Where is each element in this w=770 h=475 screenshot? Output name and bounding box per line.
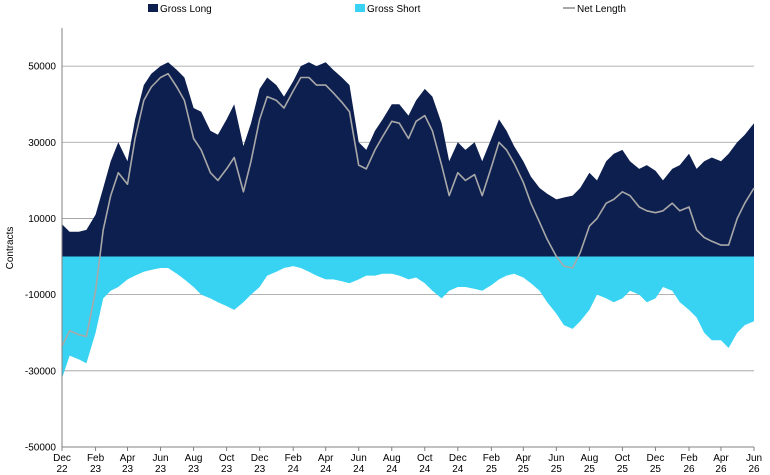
y-tick-label: -50000 bbox=[25, 443, 57, 454]
x-tick-label-month: Oct bbox=[615, 453, 631, 464]
series-line-net-length bbox=[61, 72, 755, 347]
y-tick-label: 10000 bbox=[28, 214, 56, 225]
x-tick-label-year: 23 bbox=[90, 464, 102, 475]
x-tick-label-year: 24 bbox=[452, 464, 464, 475]
x-tick-label-year: 26 bbox=[748, 464, 760, 475]
x-tick-label-year: 23 bbox=[155, 464, 167, 475]
x-tick-label-year: 22 bbox=[56, 464, 68, 475]
x-tick-label-year: 23 bbox=[254, 464, 266, 475]
legend-label-gross-short: Gross Short bbox=[367, 4, 421, 15]
x-tick-label-month: Jun bbox=[351, 453, 367, 464]
x-tick-label-month: Dec bbox=[251, 453, 269, 464]
x-tick-label-month: Oct bbox=[417, 453, 433, 464]
series-layer bbox=[61, 62, 755, 379]
legend-label-net-length: Net Length bbox=[577, 4, 626, 15]
x-tick-label-year: 25 bbox=[584, 464, 596, 475]
x-tick-label-month: Apr bbox=[516, 453, 532, 464]
x-tick-label-month: Jun bbox=[152, 453, 168, 464]
x-tick-label-year: 24 bbox=[288, 464, 300, 475]
x-tick-label-month: Feb bbox=[483, 453, 501, 464]
x-tick-label-year: 25 bbox=[518, 464, 530, 475]
x-tick-label-month: Feb bbox=[87, 453, 105, 464]
y-axis-title: Contracts bbox=[5, 227, 16, 270]
x-tick-label-year: 25 bbox=[551, 464, 563, 475]
x-tick-label-year: 25 bbox=[650, 464, 662, 475]
x-tick-label-month: Feb bbox=[680, 453, 698, 464]
legend: Gross Long Gross Short Net Length bbox=[148, 4, 626, 15]
x-tick-label-month: Dec bbox=[647, 453, 665, 464]
x-tick-label-year: 25 bbox=[617, 464, 629, 475]
y-tick-label: -30000 bbox=[25, 366, 57, 377]
x-tick-label-month: Feb bbox=[285, 453, 303, 464]
x-tick-label-month: Aug bbox=[185, 453, 203, 464]
x-tick-label-month: Dec bbox=[53, 453, 71, 464]
axes: 500003000010000-10000-30000-50000Dec22Fe… bbox=[25, 28, 762, 475]
x-tick-label-year: 24 bbox=[386, 464, 398, 475]
x-tick-label-month: Jun bbox=[548, 453, 564, 464]
x-tick-label-month: Apr bbox=[318, 453, 334, 464]
x-tick-label-year: 26 bbox=[683, 464, 695, 475]
x-tick-label-month: Jun bbox=[746, 453, 762, 464]
x-tick-label-year: 26 bbox=[715, 464, 727, 475]
x-tick-label-year: 24 bbox=[419, 464, 431, 475]
x-tick-label-year: 23 bbox=[122, 464, 134, 475]
x-tick-label-year: 23 bbox=[188, 464, 200, 475]
x-tick-label-year: 24 bbox=[353, 464, 365, 475]
legend-swatch-gross-short bbox=[355, 4, 365, 12]
series-area-gross-long bbox=[62, 62, 754, 257]
y-tick-label: -10000 bbox=[25, 290, 57, 301]
x-tick-label-month: Apr bbox=[120, 453, 136, 464]
x-tick-label-month: Aug bbox=[580, 453, 598, 464]
x-tick-label-month: Oct bbox=[219, 453, 235, 464]
x-tick-label-month: Aug bbox=[383, 453, 401, 464]
series-area-gross-short bbox=[62, 256, 754, 379]
y-tick-label: 50000 bbox=[28, 62, 56, 73]
legend-label-gross-long: Gross Long bbox=[160, 4, 212, 15]
x-tick-label-year: 23 bbox=[221, 464, 233, 475]
y-tick-label: 30000 bbox=[28, 138, 56, 149]
x-tick-label-year: 24 bbox=[320, 464, 332, 475]
x-tick-label-month: Apr bbox=[713, 453, 729, 464]
x-tick-label-month: Dec bbox=[449, 453, 467, 464]
legend-swatch-gross-long bbox=[148, 4, 158, 12]
x-tick-label-year: 25 bbox=[486, 464, 498, 475]
